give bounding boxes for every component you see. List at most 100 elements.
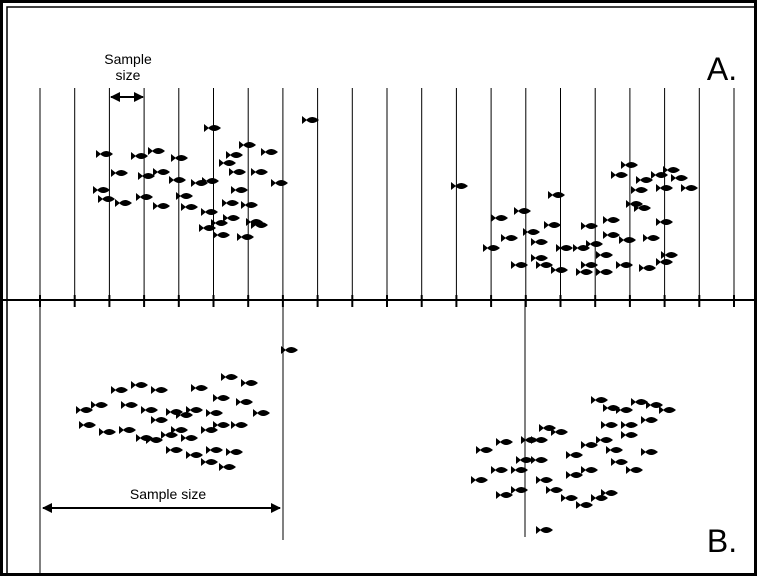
fish (213, 231, 230, 239)
fish (219, 463, 236, 471)
fish (606, 446, 623, 454)
fish (671, 174, 688, 182)
fish (531, 436, 548, 444)
fish (204, 124, 221, 132)
fish (586, 240, 603, 248)
fish (626, 466, 643, 474)
fish (111, 386, 128, 394)
fish (471, 476, 488, 484)
fish (226, 151, 243, 159)
fish (241, 201, 258, 209)
fish (556, 244, 573, 252)
fish (681, 184, 698, 192)
fish (229, 168, 246, 176)
fish (171, 154, 188, 162)
fish (636, 176, 653, 184)
fish (79, 421, 96, 429)
fish (576, 268, 593, 276)
fish (516, 456, 533, 464)
fish (251, 168, 268, 176)
fish (531, 238, 548, 246)
fish (646, 401, 663, 409)
fish (148, 147, 165, 155)
fish (151, 386, 168, 394)
fish (219, 159, 236, 167)
fish (546, 486, 563, 494)
fish (253, 409, 270, 417)
fish (576, 501, 593, 509)
fish (548, 191, 565, 199)
fish (271, 179, 288, 187)
fish (596, 268, 613, 276)
fish (641, 448, 658, 456)
fish (656, 184, 673, 192)
fish (236, 398, 253, 406)
fish (136, 193, 153, 201)
fish (631, 186, 648, 194)
fish (171, 426, 188, 434)
fish (161, 431, 178, 439)
fish (166, 446, 183, 454)
fish (91, 401, 108, 409)
fish (659, 406, 676, 414)
fish (596, 436, 613, 444)
fish (226, 448, 243, 456)
fish (603, 231, 620, 239)
fish (514, 207, 531, 215)
fish (536, 261, 553, 269)
fish (551, 428, 568, 436)
fish (191, 384, 208, 392)
fish (181, 434, 198, 442)
sample-size-label: size (116, 67, 141, 83)
fish (603, 404, 620, 412)
fish (511, 466, 528, 474)
fish (169, 176, 186, 184)
fish (241, 379, 258, 387)
fish (536, 476, 553, 484)
fish (176, 192, 193, 200)
fish (603, 216, 620, 224)
fish (626, 200, 643, 208)
fish (616, 261, 633, 269)
fish (98, 195, 115, 203)
fish (523, 228, 540, 236)
fish (96, 150, 113, 158)
fish (186, 451, 203, 459)
fish (213, 421, 230, 429)
sample-size-label: Sample size (130, 486, 206, 502)
fish (501, 234, 518, 242)
fish (491, 214, 508, 222)
fish (251, 221, 268, 229)
fish (511, 261, 528, 269)
fish (656, 218, 673, 226)
fish (483, 244, 500, 252)
fish (601, 489, 618, 497)
fish (201, 458, 218, 466)
fish (153, 168, 170, 176)
fish (222, 199, 239, 207)
fish (451, 182, 468, 190)
fish (581, 441, 598, 449)
fish (202, 177, 219, 185)
fish (581, 261, 598, 269)
fish (591, 396, 608, 404)
fish (476, 446, 493, 454)
inner-frame (6, 6, 757, 576)
fish (231, 186, 248, 194)
fish (151, 416, 168, 424)
fish (641, 416, 658, 424)
fish (99, 428, 116, 436)
fish (201, 426, 218, 434)
fish (121, 401, 138, 409)
fish (661, 251, 678, 259)
fish (631, 398, 648, 406)
fish (581, 466, 598, 474)
panel-label: A. (707, 51, 737, 87)
fish (621, 431, 638, 439)
fish (491, 466, 508, 474)
fish (93, 186, 110, 194)
fish (566, 471, 583, 479)
fish (231, 421, 248, 429)
fish (206, 446, 223, 454)
